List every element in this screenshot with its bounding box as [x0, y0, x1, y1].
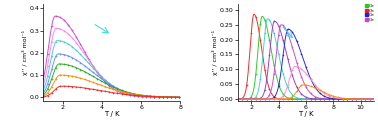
- Y-axis label: χ'' / cm³ mol⁻¹: χ'' / cm³ mol⁻¹: [22, 30, 28, 75]
- Y-axis label: χ'' / cm³ mol⁻¹: χ'' / cm³ mol⁻¹: [212, 30, 218, 75]
- X-axis label: T / K: T / K: [298, 111, 314, 117]
- X-axis label: T / K: T / K: [104, 111, 119, 117]
- Legend: Oe, Oe, Oe, Oe: Oe, Oe, Oe, Oe: [364, 4, 375, 22]
